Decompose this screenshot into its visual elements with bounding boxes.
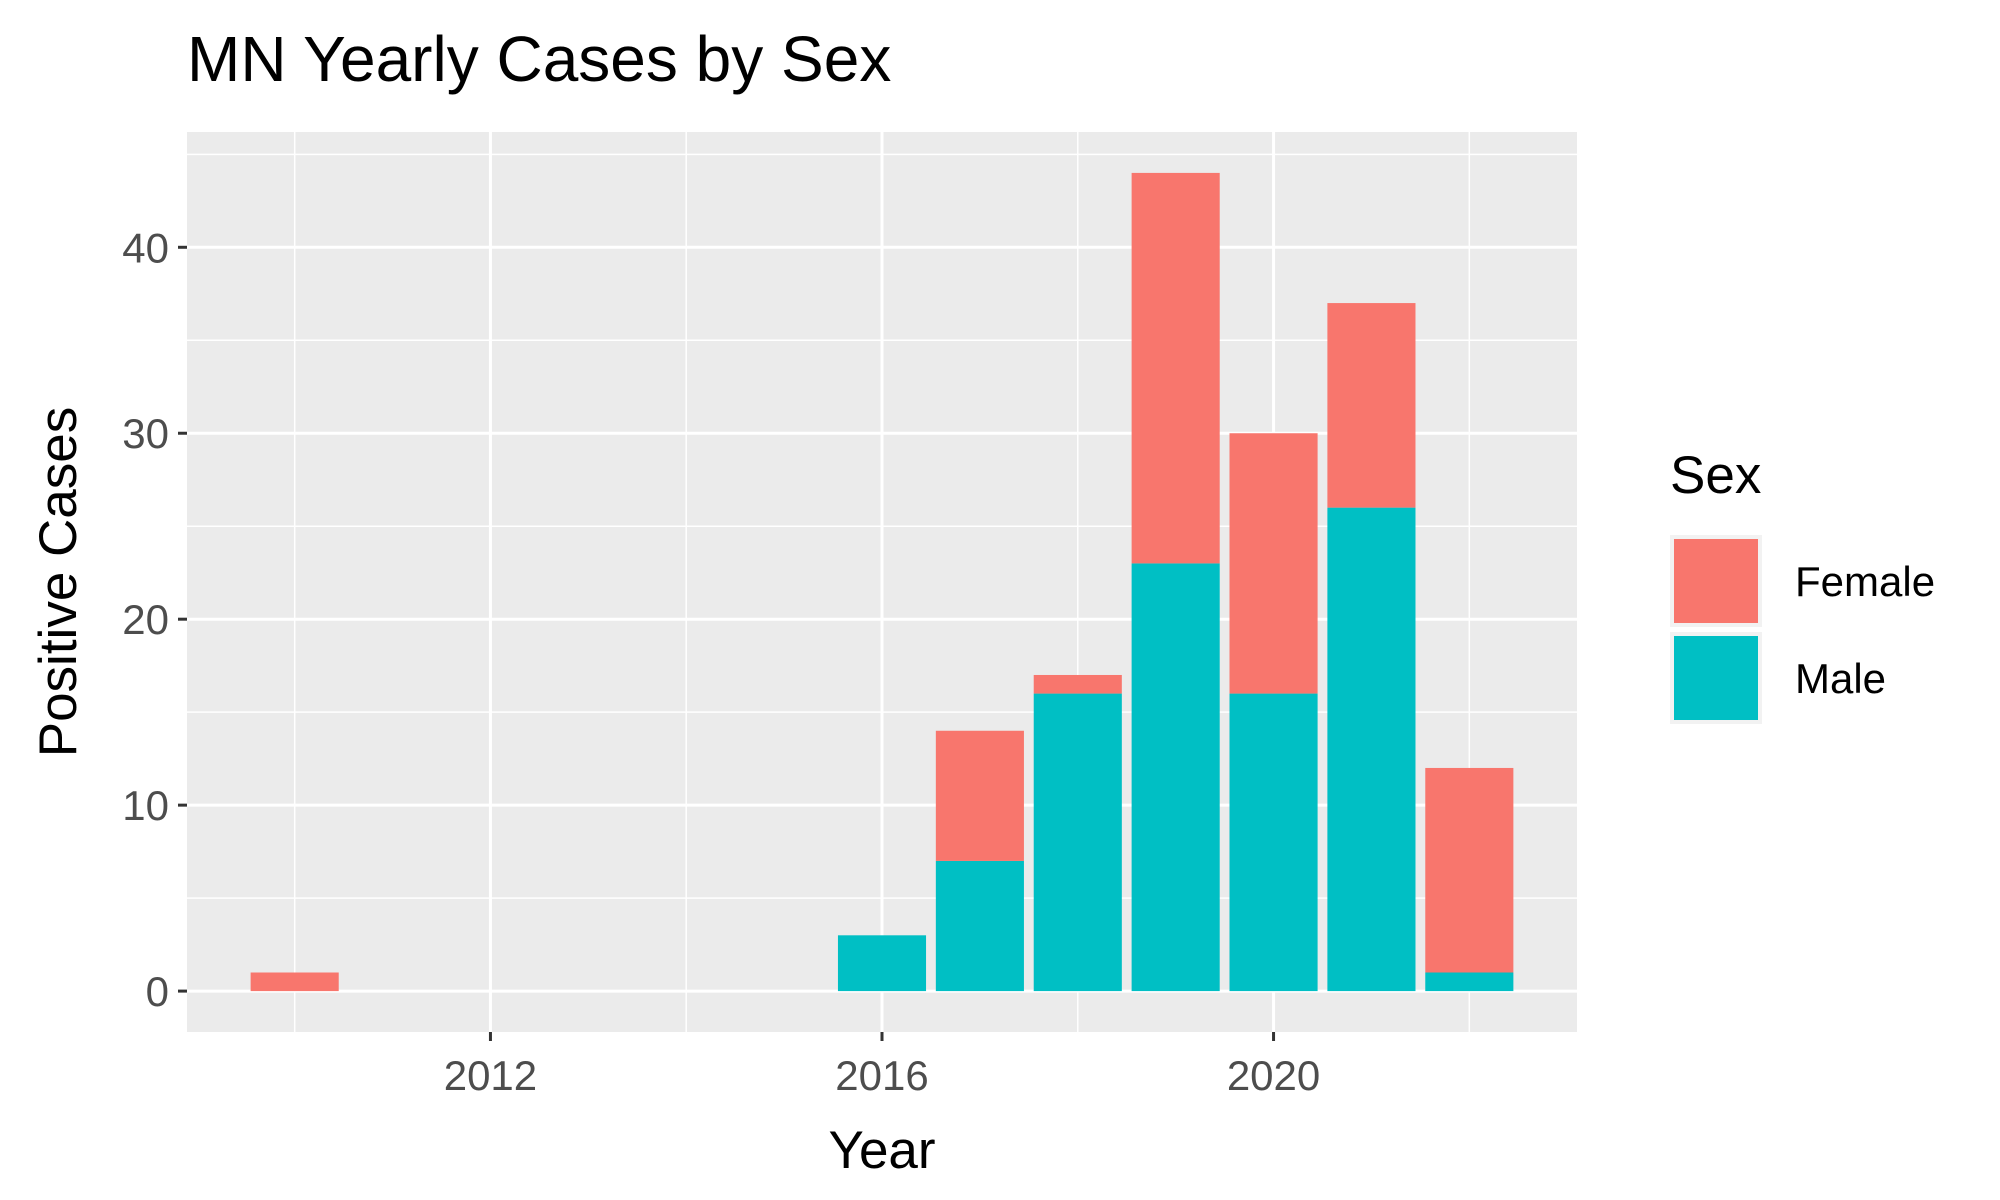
bar-male-2017 xyxy=(935,860,1024,992)
bar-male-2018 xyxy=(1033,693,1122,992)
bars xyxy=(250,172,1514,992)
legend: Sex Female Male xyxy=(1670,446,1935,724)
y-tick-label: 10 xyxy=(122,782,169,829)
bar-male-2021 xyxy=(1327,507,1416,992)
chart-title: MN Yearly Cases by Sex xyxy=(187,23,892,95)
x-axis-title: Year xyxy=(828,1121,935,1180)
legend-title: Sex xyxy=(1670,446,1761,505)
bar-male-2020 xyxy=(1229,693,1318,992)
y-tick-label: 0 xyxy=(146,968,169,1015)
y-tick-label: 40 xyxy=(122,224,169,271)
bar-female-2018 xyxy=(1033,674,1122,694)
bar-female-2010 xyxy=(250,972,339,992)
legend-label-female: Female xyxy=(1795,558,1935,605)
x-tick-label: 2016 xyxy=(835,1052,928,1099)
y-tick-label: 30 xyxy=(122,410,169,457)
bar-male-2016 xyxy=(837,935,927,992)
x-tick-label: 2012 xyxy=(444,1052,537,1099)
legend-swatch-male xyxy=(1674,636,1758,720)
bar-female-2017 xyxy=(935,730,1024,861)
legend-label-male: Male xyxy=(1795,655,1886,702)
bar-male-2019 xyxy=(1131,563,1220,992)
bar-female-2022 xyxy=(1425,767,1514,973)
x-tick-label: 2020 xyxy=(1227,1052,1320,1099)
y-tick-label: 20 xyxy=(122,596,169,643)
bar-male-2022 xyxy=(1425,972,1514,992)
bar-female-2021 xyxy=(1327,303,1416,508)
axes: 0 10 20 30 40 2012 2016 2020 xyxy=(122,224,1320,1099)
legend-swatch-female xyxy=(1674,539,1758,623)
bar-female-2020 xyxy=(1229,433,1318,694)
y-axis-title: Positive Cases xyxy=(29,407,88,758)
bar-female-2019 xyxy=(1131,172,1220,564)
